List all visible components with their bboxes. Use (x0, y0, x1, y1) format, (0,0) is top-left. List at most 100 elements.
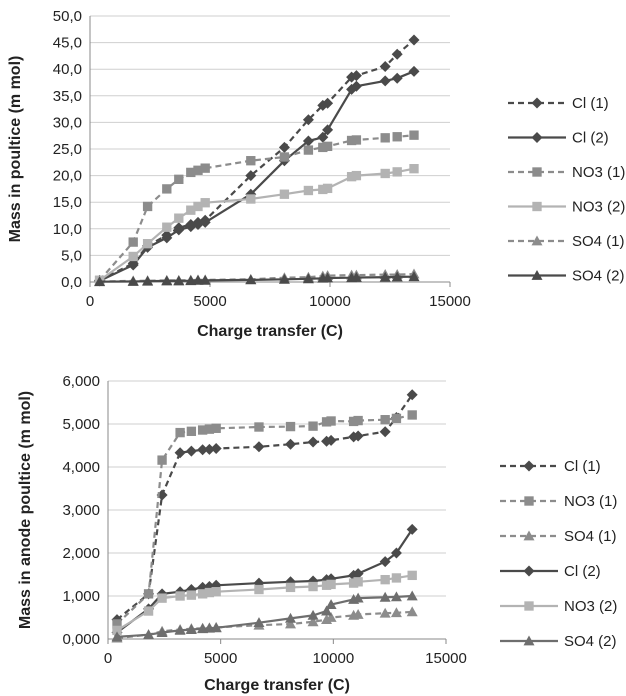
data-point (352, 608, 364, 619)
data-point (128, 251, 138, 262)
data-point (346, 171, 357, 182)
data-point (326, 416, 336, 426)
legend-marker (523, 460, 535, 472)
data-point (199, 274, 211, 285)
data-point (406, 590, 418, 601)
data-point (390, 607, 402, 618)
data-point (254, 584, 264, 595)
data-point (199, 216, 211, 228)
data-point (185, 624, 197, 634)
data-point (143, 589, 154, 599)
legend-entry: Cl (2) (508, 130, 609, 147)
data-point (127, 259, 139, 271)
data-point (278, 273, 290, 284)
x-axis-label: Charge transfer (C) (197, 323, 343, 340)
legend-marker (532, 201, 542, 212)
data-point (186, 167, 196, 178)
data-point (111, 631, 123, 642)
legend-label: NO3 (1) (564, 493, 617, 510)
data-point (186, 590, 197, 600)
data-point (352, 592, 364, 603)
data-point (128, 237, 138, 247)
data-point (246, 194, 256, 204)
data-point (308, 581, 318, 592)
data-point (409, 130, 419, 140)
data-point (302, 135, 314, 147)
data-point (285, 582, 296, 593)
data-point (326, 579, 336, 590)
data-point (112, 625, 122, 636)
data-point (406, 606, 418, 617)
y-tick-label: 50,0 (53, 8, 82, 25)
data-point (302, 273, 314, 284)
data-point (307, 616, 319, 627)
data-point (253, 617, 265, 628)
y-tick-label: 40,0 (53, 61, 82, 78)
series-no3-2- (112, 570, 417, 636)
data-point (94, 276, 106, 287)
series-no3-1- (94, 130, 419, 286)
data-point (185, 445, 197, 457)
data-point (200, 198, 210, 208)
data-point (162, 184, 172, 194)
data-point (279, 189, 290, 199)
data-point (390, 591, 402, 602)
data-point (197, 444, 209, 456)
legend-entry: NO3 (1) (508, 164, 625, 181)
data-point (246, 156, 256, 166)
data-point (346, 135, 357, 146)
series-so4-1- (111, 606, 418, 643)
data-point (379, 426, 391, 438)
data-point (379, 556, 391, 568)
data-point (161, 232, 173, 244)
legend-entry: NO3 (1) (500, 493, 617, 510)
y-tick-label: 15,0 (53, 194, 82, 211)
data-point (200, 163, 210, 173)
data-point (379, 607, 391, 618)
legend-entry: SO4 (2) (508, 268, 625, 285)
data-point (392, 167, 402, 177)
y-tick-label: 5,0 (61, 247, 82, 264)
legend-label: Cl (2) (564, 563, 601, 580)
data-point (379, 75, 391, 87)
y-tick-label: 25,0 (53, 141, 82, 158)
data-point (185, 275, 197, 286)
data-point (391, 48, 403, 60)
data-point (308, 421, 318, 431)
x-tick-label: 5000 (193, 293, 226, 310)
x-tick-label: 0 (104, 650, 112, 667)
data-point (322, 124, 334, 136)
data-point (353, 415, 363, 426)
data-point (303, 185, 314, 196)
legend-label: NO3 (1) (572, 164, 625, 181)
data-point (173, 224, 185, 236)
data-point (127, 275, 139, 286)
x-tick-label: 10000 (312, 650, 354, 667)
y-tick-label: 0,000 (62, 631, 100, 648)
data-point (391, 573, 402, 583)
data-point (325, 434, 337, 446)
y-tick-label: 1,000 (62, 588, 100, 605)
data-point (307, 609, 319, 620)
data-point (285, 612, 297, 623)
data-point (211, 587, 221, 597)
legend-marker (531, 270, 543, 280)
data-point (408, 271, 420, 282)
legend-marker (531, 132, 543, 143)
data-point (352, 568, 364, 580)
data-point (197, 589, 208, 599)
data-point (204, 587, 215, 598)
legend-label: Cl (1) (572, 95, 609, 112)
data-point (193, 165, 203, 175)
data-point (161, 275, 173, 286)
x-axis-label: Charge transfer (C) (204, 677, 350, 694)
data-point (322, 272, 334, 283)
data-point (174, 174, 184, 184)
data-point (175, 427, 185, 438)
data-point (392, 132, 402, 142)
y-tick-label: 20,0 (53, 168, 82, 185)
data-point (409, 164, 419, 174)
y-tick-label: 35,0 (53, 88, 82, 105)
legend-entry: Cl (2) (500, 563, 601, 580)
